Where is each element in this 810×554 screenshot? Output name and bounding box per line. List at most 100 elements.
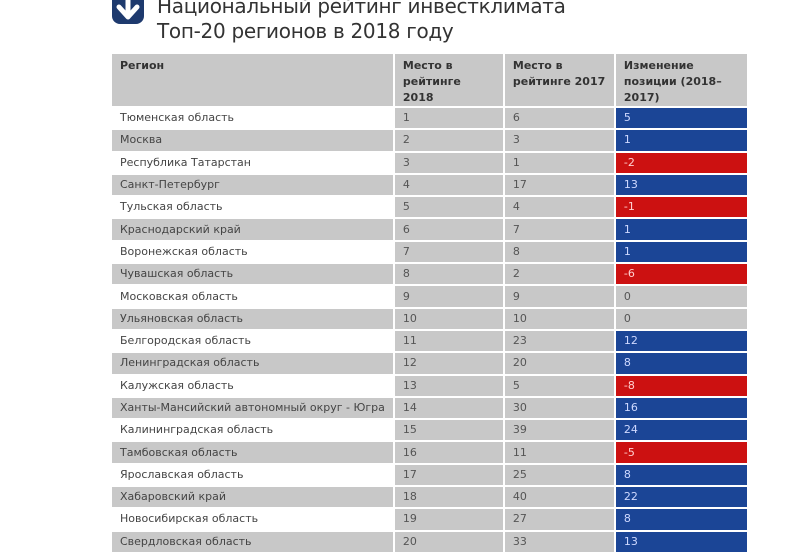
rank-2018-cell: 13 [394, 375, 505, 398]
change-cell: 8 [615, 464, 749, 488]
table-row: Ульяновская область 10 10 0 [112, 308, 749, 331]
title-line-1: Национальный рейтинг инвестклимата [157, 0, 566, 18]
table-row: Тамбовская область 16 11 -5 [112, 442, 749, 465]
region-cell: Свердловская область [112, 531, 395, 554]
change-cell: -2 [615, 152, 749, 175]
rank-2018-cell: 19 [394, 509, 505, 532]
change-cell: 24 [615, 420, 749, 443]
rank-2018-cell: 8 [394, 264, 505, 287]
change-cell: 1 [615, 219, 749, 242]
table-row: Калужская область 13 5 -8 [112, 375, 749, 398]
table-row: Белгородская область 11 23 12 [112, 330, 749, 354]
ratings-table: Регион Место в рейтинге 2018 Место в рей… [112, 54, 749, 554]
rank-2018-cell: 20 [394, 531, 505, 554]
rank-2018-cell: 5 [394, 197, 505, 220]
region-cell: Воронежская область [112, 241, 395, 265]
rank-2017-cell: 23 [504, 330, 616, 354]
page-title: Национальный рейтинг инвестклимата Топ-2… [157, 0, 566, 44]
table-row: Московская область 9 9 0 [112, 286, 749, 309]
region-cell: Ханты-Мансийский автономный округ - Югра [112, 397, 395, 421]
region-cell: Санкт-Петербург [112, 174, 395, 198]
rank-2017-cell: 8 [504, 241, 616, 265]
region-cell: Москва [112, 130, 395, 153]
table-row: Москва 2 3 1 [112, 130, 749, 153]
table-row: Краснодарский край 6 7 1 [112, 219, 749, 242]
rank-2018-cell: 3 [394, 152, 505, 175]
region-cell: Калужская область [112, 375, 395, 398]
change-cell: 13 [615, 174, 749, 198]
table-row: Свердловская область 20 33 13 [112, 531, 749, 554]
rank-2018-cell: 4 [394, 174, 505, 198]
rank-2018-cell: 18 [394, 487, 505, 510]
region-cell: Краснодарский край [112, 219, 395, 242]
rank-2017-cell: 4 [504, 197, 616, 220]
region-cell: Республика Татарстан [112, 152, 395, 175]
rank-2017-cell: 39 [504, 420, 616, 443]
change-cell: 13 [615, 531, 749, 554]
region-cell: Тамбовская область [112, 442, 395, 465]
change-cell: 0 [615, 308, 749, 331]
change-cell: -1 [615, 197, 749, 220]
region-cell: Хабаровский край [112, 487, 395, 510]
rank-2018-cell: 14 [394, 397, 505, 421]
table-row: Новосибирская область 19 27 8 [112, 509, 749, 532]
rank-2018-cell: 12 [394, 353, 505, 376]
region-cell: Калининградская область [112, 420, 395, 443]
rank-2017-cell: 20 [504, 353, 616, 376]
rank-2017-cell: 11 [504, 442, 616, 465]
rank-2018-cell: 6 [394, 219, 505, 242]
rank-2017-cell: 6 [504, 108, 616, 131]
change-cell: -6 [615, 264, 749, 287]
change-cell: 1 [615, 130, 749, 153]
rank-2017-cell: 5 [504, 375, 616, 398]
region-cell: Ярославская область [112, 464, 395, 488]
rank-2017-cell: 30 [504, 397, 616, 421]
change-cell: 12 [615, 330, 749, 354]
rank-2018-cell: 7 [394, 241, 505, 265]
table-header-row: Регион Место в рейтинге 2018 Место в рей… [112, 54, 749, 108]
table-body: Тюменская область 1 6 5 Москва 2 3 1 Республика … [112, 108, 749, 554]
rank-2018-cell: 11 [394, 330, 505, 354]
title-line-2: Топ-20 регионов в 2018 году [157, 19, 454, 43]
table-row: Воронежская область 7 8 1 [112, 241, 749, 265]
arrow-down-logo-icon [112, 0, 144, 24]
change-cell: 1 [615, 241, 749, 265]
change-cell: -8 [615, 375, 749, 398]
column-header-region: Регион [112, 54, 395, 108]
rank-2018-cell: 17 [394, 464, 505, 488]
column-header-change: Изменение позиции (2018–2017) [615, 54, 749, 108]
table-row: Ярославская область 17 25 8 [112, 464, 749, 488]
change-cell: 5 [615, 108, 749, 131]
rank-2017-cell: 40 [504, 487, 616, 510]
table-row: Санкт-Петербург 4 17 13 [112, 174, 749, 198]
rank-2017-cell: 3 [504, 130, 616, 153]
region-cell: Ленинградская область [112, 353, 395, 376]
rank-2018-cell: 16 [394, 442, 505, 465]
region-cell: Тюменская область [112, 108, 395, 131]
region-cell: Тульская область [112, 197, 395, 220]
rank-2017-cell: 7 [504, 219, 616, 242]
change-cell: 22 [615, 487, 749, 510]
rank-2017-cell: 27 [504, 509, 616, 532]
column-header-rank-2018: Место в рейтинге 2018 [394, 54, 505, 108]
rank-2017-cell: 2 [504, 264, 616, 287]
region-cell: Новосибирская область [112, 509, 395, 532]
region-cell: Чувашская область [112, 264, 395, 287]
table-row: Калининградская область 15 39 24 [112, 420, 749, 443]
change-cell: 8 [615, 509, 749, 532]
change-cell: 0 [615, 286, 749, 309]
rank-2017-cell: 1 [504, 152, 616, 175]
rank-2018-cell: 15 [394, 420, 505, 443]
rank-2018-cell: 10 [394, 308, 505, 331]
rank-2017-cell: 9 [504, 286, 616, 309]
rank-2017-cell: 33 [504, 531, 616, 554]
table-row: Ханты-Мансийский автономный округ - Югра… [112, 397, 749, 421]
change-cell: 8 [615, 353, 749, 376]
table-row: Чувашская область 8 2 -6 [112, 264, 749, 287]
rank-2018-cell: 1 [394, 108, 505, 131]
region-cell: Московская область [112, 286, 395, 309]
table-row: Ленинградская область 12 20 8 [112, 353, 749, 376]
change-cell: 16 [615, 397, 749, 421]
table-row: Республика Татарстан 3 1 -2 [112, 152, 749, 175]
change-cell: -5 [615, 442, 749, 465]
